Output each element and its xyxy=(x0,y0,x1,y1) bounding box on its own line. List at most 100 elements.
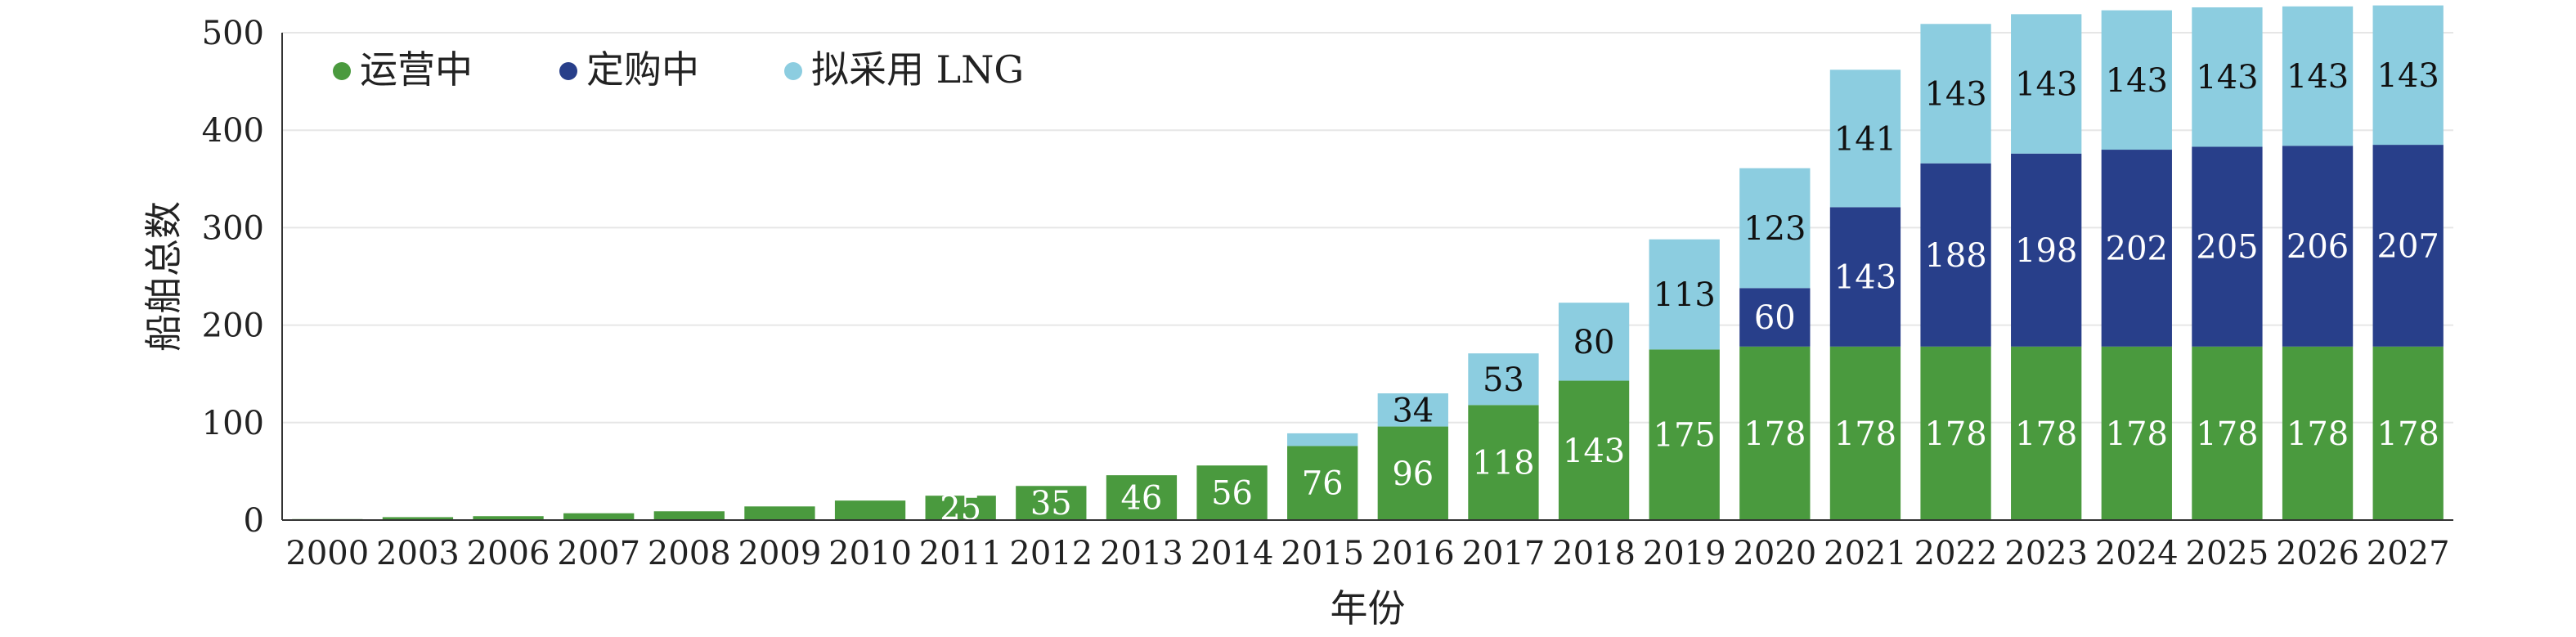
bar-segment xyxy=(2192,346,2263,520)
data-label: 206 xyxy=(2287,228,2349,266)
bar-segment xyxy=(2101,10,2172,150)
bar-segment xyxy=(834,500,906,520)
legend-label: 运营中 xyxy=(360,47,473,92)
x-tick-label: 2026 xyxy=(2276,535,2359,572)
data-label: 178 xyxy=(2377,415,2439,453)
legend-label: 拟采用 LNG xyxy=(811,47,1024,92)
bar-segment xyxy=(2011,14,2082,154)
x-axis-title: 年份 xyxy=(1331,586,1406,630)
data-label: 188 xyxy=(1924,237,1986,275)
bar-segment xyxy=(2101,346,2172,520)
x-tick-label: 2023 xyxy=(2004,535,2088,572)
y-tick-label: 200 xyxy=(202,307,264,345)
x-tick-label: 2006 xyxy=(467,535,550,572)
x-tick-label: 2015 xyxy=(1281,535,1364,572)
legend: 运营中 定购中 拟采用 LNG xyxy=(333,47,1024,92)
bar-segment xyxy=(2192,7,2263,147)
data-label: 113 xyxy=(1654,276,1716,314)
x-tick-label: 2024 xyxy=(2095,535,2179,572)
data-label: 143 xyxy=(1563,433,1625,470)
x-tick-label: 2020 xyxy=(1733,535,1816,572)
bar-segment xyxy=(2282,6,2354,146)
data-label: 25 xyxy=(940,490,981,527)
data-label: 143 xyxy=(2015,66,2077,104)
bar-segment xyxy=(653,511,725,520)
bars xyxy=(292,5,2444,520)
data-label: 118 xyxy=(1472,445,1534,482)
bar-segment xyxy=(1468,353,1539,406)
x-tick-label: 2022 xyxy=(1914,535,1998,572)
bar-segment xyxy=(563,513,635,520)
data-label: 56 xyxy=(1211,475,1253,513)
data-label: 143 xyxy=(2106,62,2168,100)
bar-segment xyxy=(1377,426,1448,520)
x-tick-label: 2008 xyxy=(648,535,731,572)
data-label: 178 xyxy=(2015,415,2077,453)
legend-label: 定购中 xyxy=(586,47,699,92)
legend-marker xyxy=(559,62,577,80)
x-tick-label: 2010 xyxy=(828,535,912,572)
data-label: 205 xyxy=(2196,229,2258,267)
x-tick-label: 2016 xyxy=(1371,535,1455,572)
data-label: 178 xyxy=(1744,415,1806,453)
x-tick-label: 2013 xyxy=(1100,535,1183,572)
legend-marker xyxy=(784,62,802,80)
data-labels: 25 35 46 56 76 96 34 118 53 143 80 175 113 178 60 123 17… xyxy=(940,57,2439,527)
bar-segment xyxy=(2101,150,2172,347)
data-label: 143 xyxy=(1834,259,1896,297)
bar-segment xyxy=(382,517,454,520)
data-label: 143 xyxy=(2287,58,2349,96)
bar-segment xyxy=(1920,163,1991,347)
bar-segment xyxy=(1558,303,1630,381)
data-label: 202 xyxy=(2106,230,2168,267)
y-tick-label: 100 xyxy=(202,405,264,442)
x-tick-labels: 2000 2003 2006 2007 2008 2009 2010 2011 2012 2013… xyxy=(285,535,2449,572)
data-label: 198 xyxy=(2015,232,2077,270)
x-tick-label: 2003 xyxy=(376,535,460,572)
bar-segment xyxy=(1649,239,1720,350)
x-tick-label: 2014 xyxy=(1191,535,1274,572)
data-label: 178 xyxy=(1834,415,1896,453)
bar-segment xyxy=(2282,146,2354,347)
bar-segment xyxy=(1739,288,1811,347)
bar-segment xyxy=(744,506,815,520)
data-label: 178 xyxy=(2196,415,2258,453)
data-label: 60 xyxy=(1754,299,1796,337)
x-tick-label: 2011 xyxy=(919,535,1003,572)
data-label: 76 xyxy=(1302,465,1344,503)
x-tick-label: 2000 xyxy=(285,535,369,572)
bar-segment xyxy=(1468,405,1539,520)
bar-segment xyxy=(2372,5,2444,146)
data-label: 143 xyxy=(2196,59,2258,96)
y-tick-label: 300 xyxy=(202,209,264,247)
bar-segment xyxy=(1829,207,1901,347)
data-label: 143 xyxy=(1924,76,1986,114)
bar-segment xyxy=(925,496,996,520)
bar-segment xyxy=(2011,346,2082,520)
data-label: 80 xyxy=(1573,324,1615,361)
bar-segment xyxy=(1920,24,1991,164)
grid-lines xyxy=(282,32,2453,424)
bar-segment xyxy=(2372,145,2444,347)
x-tick-label: 2012 xyxy=(1009,535,1093,572)
y-tick-label: 500 xyxy=(202,15,264,52)
data-label: 96 xyxy=(1392,455,1434,493)
data-label: 46 xyxy=(1120,480,1162,518)
bar-segment xyxy=(1106,475,1178,520)
x-tick-label: 2021 xyxy=(1824,535,1907,572)
bar-segment xyxy=(1377,393,1448,427)
legend-marker xyxy=(333,62,351,80)
bar-segment xyxy=(473,516,544,520)
data-label: 178 xyxy=(2287,415,2349,453)
x-tick-label: 2007 xyxy=(557,535,640,572)
bar-segment xyxy=(1196,465,1268,520)
x-tick-label: 2019 xyxy=(1643,535,1726,572)
bar-segment xyxy=(1287,433,1358,446)
data-label: 34 xyxy=(1392,392,1434,429)
x-tick-label: 2018 xyxy=(1552,535,1636,572)
y-tick-labels: 0 100 200 300 400 500 xyxy=(202,15,264,540)
bar-segment xyxy=(2192,146,2263,347)
bar-segment xyxy=(1287,446,1358,520)
bar-segment xyxy=(1016,486,1087,520)
data-label: 178 xyxy=(1924,415,1986,453)
